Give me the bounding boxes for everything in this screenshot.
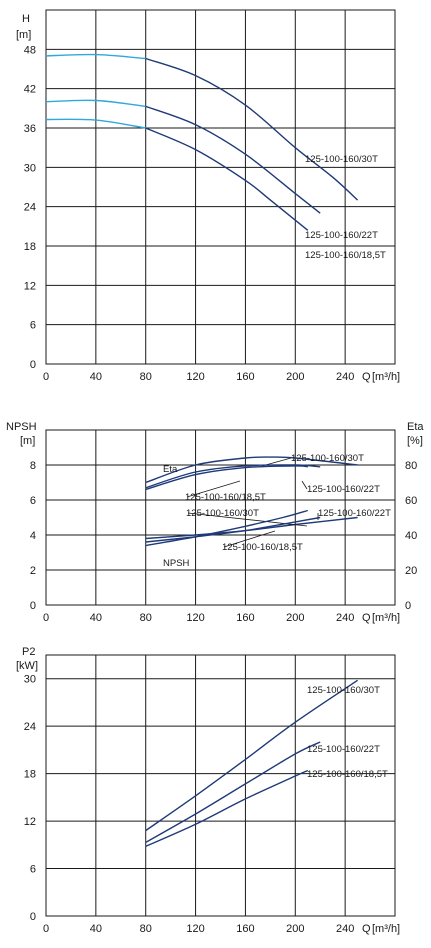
y2-tick-label: 20 bbox=[405, 565, 417, 577]
npsh-eta-chart: 0 40 80 120 160 200 24002468020406080Eta[%]NPS… bbox=[6, 421, 424, 624]
y2-tick-label: 60 bbox=[405, 495, 417, 507]
series-label: 125-100-160/18,5T bbox=[305, 250, 386, 261]
series-line bbox=[145, 465, 308, 491]
y-tick-label: 18 bbox=[24, 769, 36, 781]
series-label: 125-100-160/30T bbox=[186, 508, 259, 519]
y-axis-unit: [kW] bbox=[16, 660, 38, 672]
y-tick-label: 12 bbox=[24, 280, 36, 292]
y2-axis-unit: [%] bbox=[407, 435, 423, 447]
series-label: 125-100-160/30T bbox=[305, 154, 378, 165]
y-tick-label: 18 bbox=[24, 241, 36, 253]
x-tick-label: 120 bbox=[186, 612, 204, 624]
plot-frame bbox=[45, 9, 396, 365]
y-tick-label: 48 bbox=[24, 44, 36, 56]
series-line bbox=[145, 105, 321, 214]
x-tick-label: 120 bbox=[186, 923, 204, 935]
y-tick-label: 4 bbox=[30, 530, 36, 542]
x-axis-label: Q bbox=[362, 612, 371, 624]
y2-tick-label: 80 bbox=[405, 460, 417, 472]
plot-frame bbox=[45, 654, 396, 917]
y-axis-unit: [m] bbox=[20, 435, 35, 447]
x-tick-label: 120 bbox=[186, 371, 204, 383]
y2-axis-label: Eta bbox=[407, 421, 424, 433]
series-label: 125-100-160/22T bbox=[318, 508, 391, 519]
x-tick-label: 0 bbox=[43, 371, 49, 383]
series-label: 125-100-160/18,5T bbox=[185, 492, 266, 503]
x-tick-label: 240 bbox=[336, 371, 354, 383]
y-tick-label: 24 bbox=[24, 202, 36, 214]
x-tick-label: 40 bbox=[90, 612, 102, 624]
x-tick-label: 40 bbox=[90, 923, 102, 935]
x-axis-label: Q bbox=[362, 371, 371, 383]
series-label: 125-100-160/18,5T bbox=[222, 542, 303, 553]
x-tick-label: 80 bbox=[140, 371, 152, 383]
y-tick-label: 0 bbox=[30, 600, 36, 612]
y-tick-label: 30 bbox=[24, 674, 36, 686]
head-chart: 0 40 80 120 160 200 240 0 6 12 18 24 30 36 42 48 H [m] Q [m… bbox=[16, 9, 400, 383]
y-axis-unit: [m] bbox=[16, 29, 31, 41]
y-tick-label: 42 bbox=[24, 84, 36, 96]
series-label-leader bbox=[186, 480, 241, 498]
series-label: 125-100-160/22T bbox=[307, 484, 380, 495]
plot-frame bbox=[45, 429, 396, 606]
y-tick-label: 24 bbox=[24, 721, 36, 733]
y-tick-label: 12 bbox=[24, 816, 36, 828]
y-tick-label: 8 bbox=[30, 460, 36, 472]
x-tick-label: 0 bbox=[43, 612, 49, 624]
series-label: 125-100-160/18,5T bbox=[307, 769, 388, 780]
series-line bbox=[145, 516, 321, 543]
x-axis-unit: [m³/h] bbox=[372, 371, 400, 383]
y-axis-label: P2 bbox=[22, 646, 35, 658]
series-label: 125-100-160/22T bbox=[307, 744, 380, 755]
y-axis-label: H bbox=[22, 13, 30, 25]
series-label-leader bbox=[223, 530, 276, 548]
y-axis-label: NPSH bbox=[6, 421, 37, 433]
x-tick-label: 240 bbox=[336, 612, 354, 624]
series-label: 125-100-160/30T bbox=[291, 453, 364, 464]
x-tick-label: 240 bbox=[336, 923, 354, 935]
annotation-npsh: NPSH bbox=[163, 558, 190, 569]
series-line bbox=[145, 741, 321, 844]
series-line bbox=[145, 464, 321, 489]
y-tick-label: 6 bbox=[30, 320, 36, 332]
y2-tick-label: 0 bbox=[405, 600, 411, 612]
x-tick-label: 80 bbox=[140, 612, 152, 624]
y-tick-label: 6 bbox=[30, 495, 36, 507]
y-tick-label: 30 bbox=[24, 162, 36, 174]
x-axis-label: Q bbox=[362, 923, 371, 935]
series-label: 125-100-160/30T bbox=[307, 685, 380, 696]
series-line bbox=[145, 769, 309, 848]
x-tick-label: 160 bbox=[236, 371, 254, 383]
series-line-low-flow bbox=[45, 99, 146, 108]
y2-tick-label: 40 bbox=[405, 530, 417, 542]
y-tick-label: 0 bbox=[30, 359, 36, 371]
power-chart: 0 40 80 120 160 200 240 0 6 12 18 24 30 P2 [kW] Q [m³/h]… bbox=[16, 646, 400, 935]
x-axis-unit: [m³/h] bbox=[372, 923, 400, 935]
y-tick-label: 36 bbox=[24, 123, 36, 135]
x-tick-label: 80 bbox=[140, 923, 152, 935]
x-tick-label: 40 bbox=[90, 371, 102, 383]
annotation-eta: Eta bbox=[163, 464, 178, 475]
x-tick-label: 200 bbox=[286, 371, 304, 383]
series-line-low-flow bbox=[45, 118, 146, 129]
y-tick-label: 2 bbox=[30, 565, 36, 577]
x-axis-unit: [m³/h] bbox=[372, 612, 400, 624]
x-tick-label: 160 bbox=[236, 923, 254, 935]
series-line-low-flow bbox=[45, 53, 146, 60]
x-tick-label: 0 bbox=[43, 923, 49, 935]
x-tick-label: 200 bbox=[286, 612, 304, 624]
series-line bbox=[145, 127, 309, 231]
series-line bbox=[145, 509, 308, 547]
x-tick-label: 200 bbox=[286, 923, 304, 935]
series-line bbox=[145, 57, 359, 201]
y-tick-label: 0 bbox=[30, 911, 36, 923]
series-line bbox=[145, 679, 358, 832]
series-line bbox=[145, 456, 358, 484]
x-tick-label: 160 bbox=[236, 612, 254, 624]
series-label: 125-100-160/22T bbox=[305, 230, 378, 241]
series-label-leader bbox=[301, 480, 308, 490]
y-tick-label: 6 bbox=[30, 864, 36, 876]
